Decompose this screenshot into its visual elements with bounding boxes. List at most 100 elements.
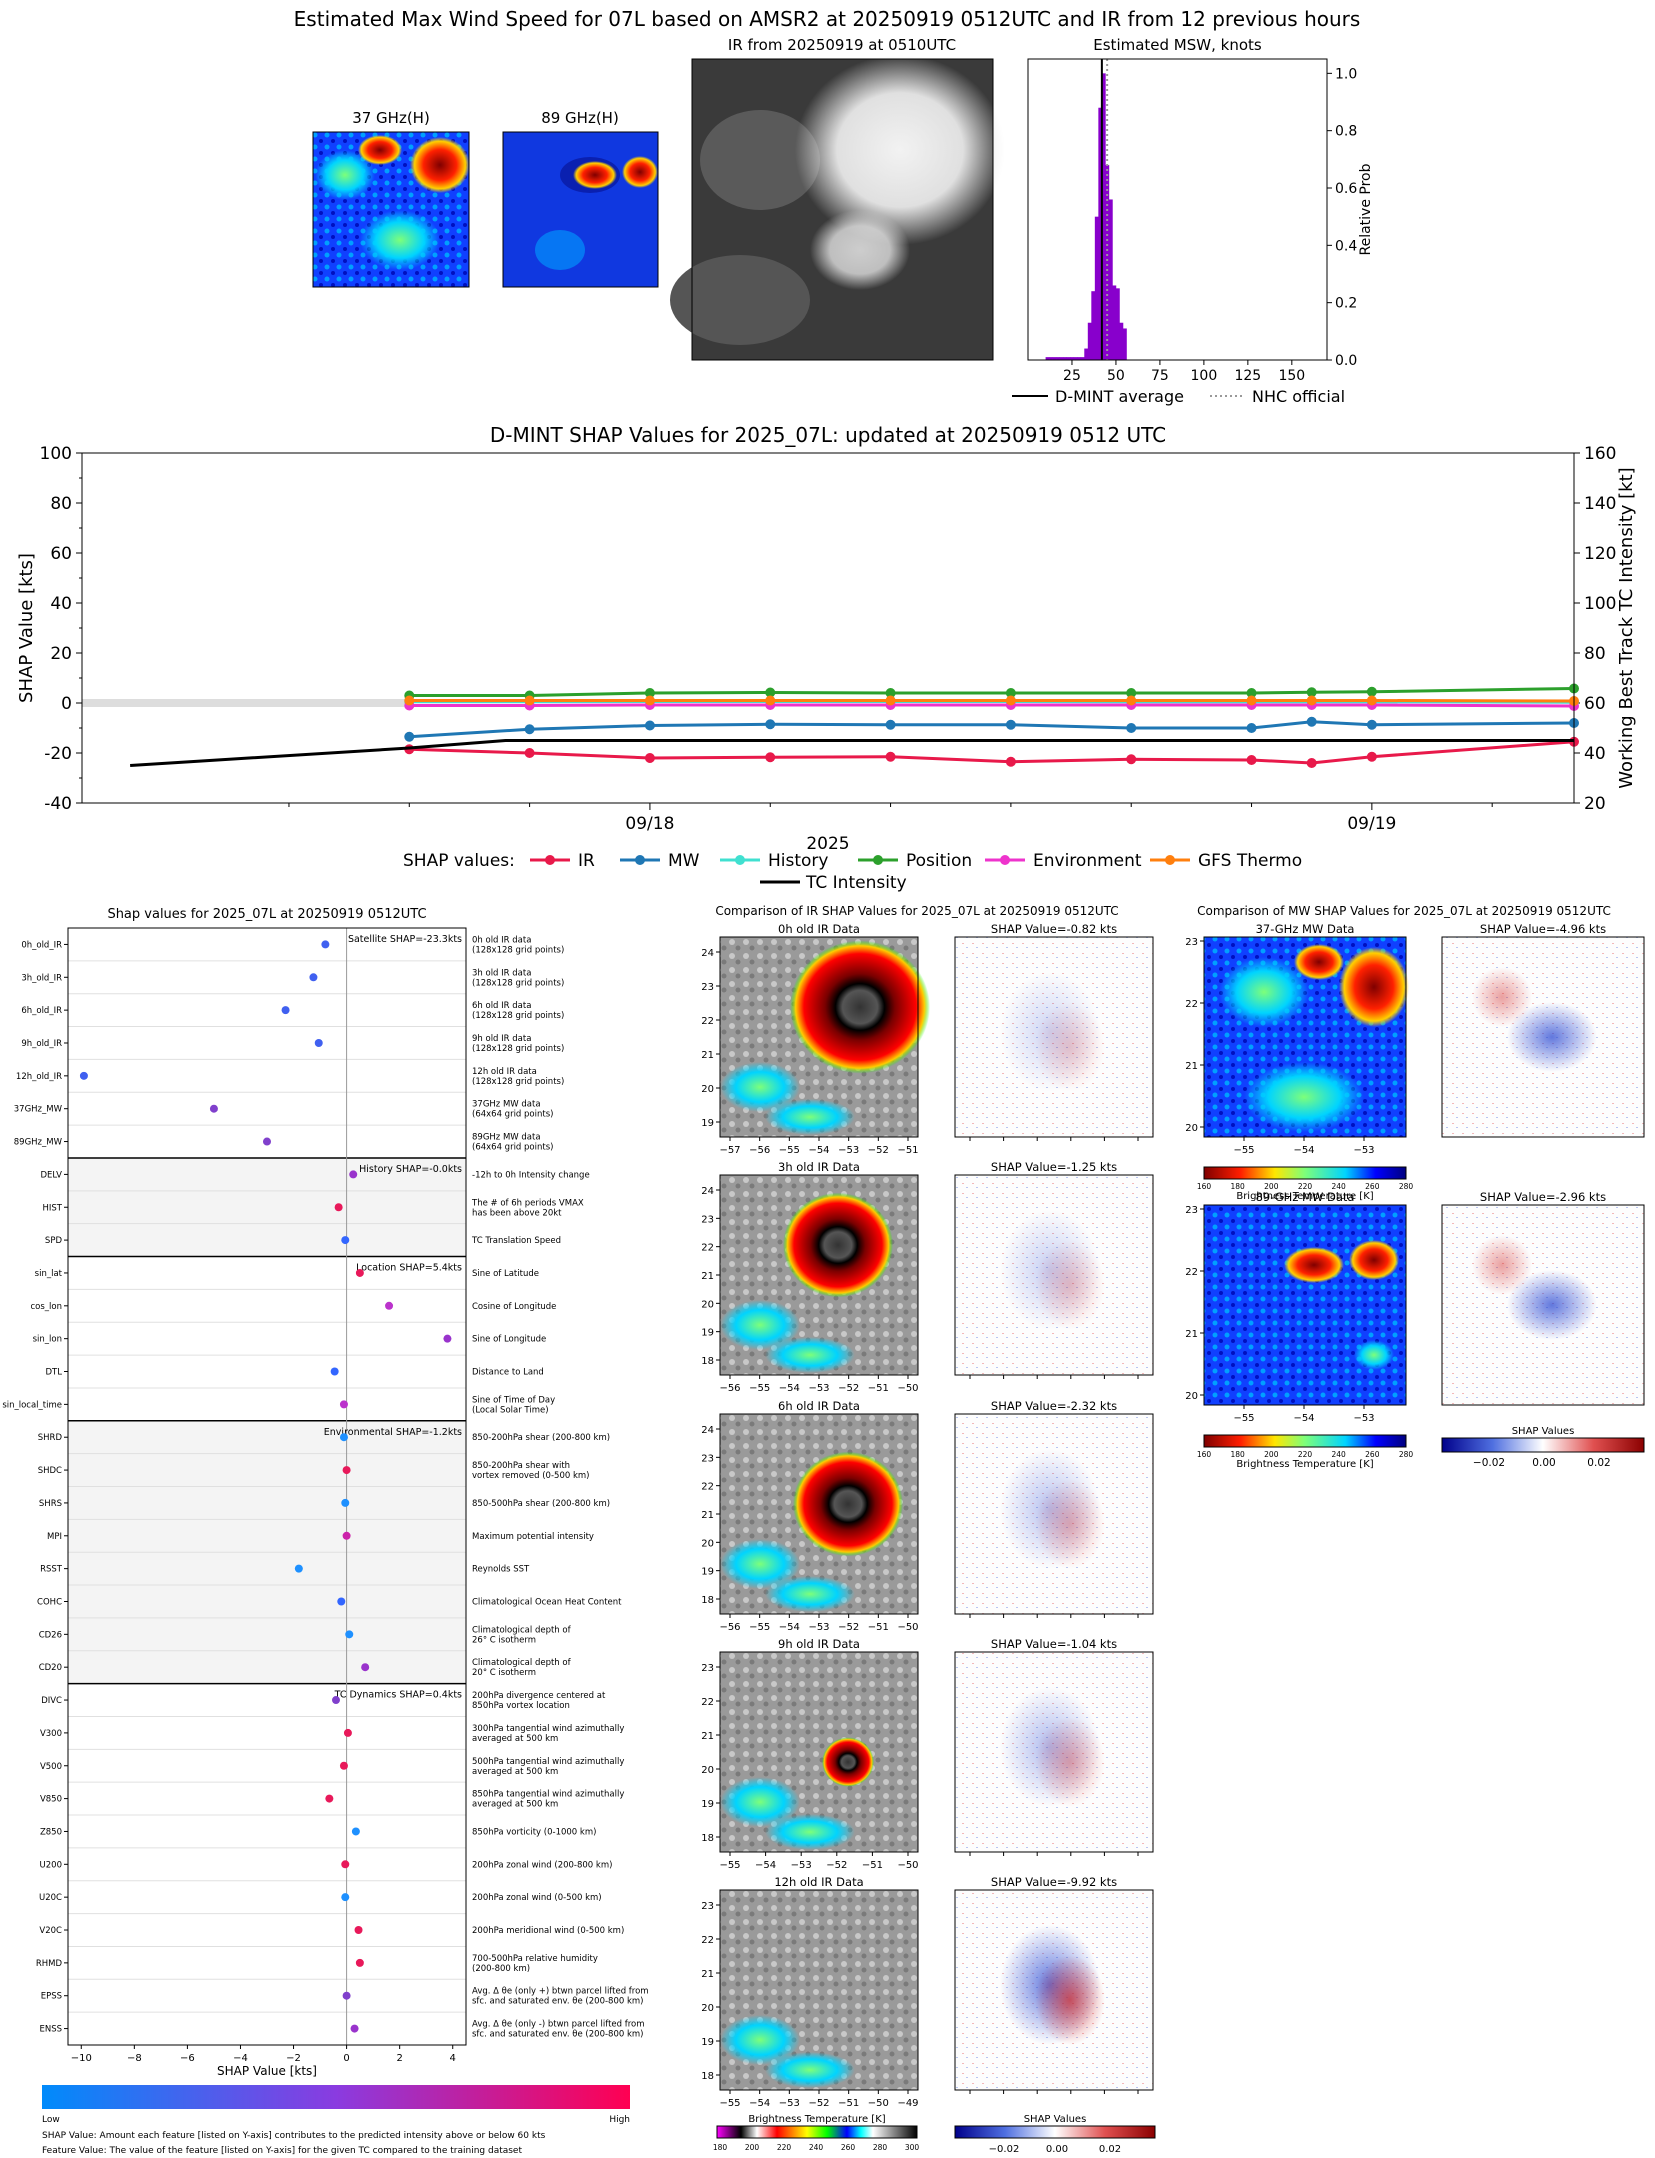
- main-title: Estimated Max Wind Speed for 07L based o…: [294, 7, 1361, 31]
- ir-panel-label: 6h old IR Data: [778, 1399, 860, 1413]
- bee-point: [339, 1400, 348, 1409]
- mw-bt-colorbar-tick: 200: [1264, 1182, 1279, 1191]
- ir-xtick-label: −53: [808, 1383, 829, 1394]
- ts-ytick-label: 40: [50, 594, 72, 614]
- ts-series-line: [409, 699, 1575, 703]
- ts-legend-label: History: [768, 851, 828, 871]
- mw-bt-colorbar-tick: 240: [1332, 1450, 1347, 1459]
- ts-point: [524, 724, 535, 735]
- shap-blob: [1472, 1235, 1532, 1295]
- bee-point: [314, 1038, 323, 1047]
- bee-feature-desc: 37GHz MW data: [472, 1100, 541, 1110]
- ts-zero-band: [82, 699, 410, 707]
- msw-ytick-label: 0.6: [1335, 181, 1357, 197]
- bee-feature-desc: (64x64 grid points): [472, 1110, 553, 1120]
- ts-legend-label: IR: [578, 851, 595, 871]
- msw-bar: [1070, 357, 1075, 360]
- ir-shap-frame: [954, 1651, 1154, 1853]
- ir-ytick-label: 23: [701, 1901, 714, 1912]
- ir-shap-label: SHAP Value=-2.32 kts: [991, 1399, 1117, 1413]
- mw-shap-colorbar-tick: 0.00: [1532, 1457, 1555, 1469]
- ir-bt-colorbar-tick: 220: [777, 2143, 792, 2152]
- bee-feature-name: 9h_old_IR: [21, 1039, 62, 1049]
- mw-bt-colorbar-tick: 280: [1399, 1182, 1414, 1191]
- ir-green-band: [765, 1337, 855, 1373]
- mw-panel-label: 89-GHz MW Data: [1256, 1190, 1355, 1204]
- bee-feature-name: ENSS: [39, 2025, 62, 2035]
- mw-shap-label: SHAP Value=-4.96 kts: [1480, 922, 1606, 936]
- mw-red-area: [1294, 944, 1344, 980]
- ir-panel-label: 3h old IR Data: [778, 1160, 860, 1174]
- ts-point: [765, 687, 776, 698]
- ts-ytick-label: -20: [44, 744, 72, 764]
- ir-ytick-label: 19: [701, 2037, 714, 2048]
- msw-bar: [1108, 199, 1113, 360]
- bee-feature-desc: (128x128 grid points): [472, 978, 564, 988]
- ir-storm-core: [793, 1451, 903, 1557]
- ts-point: [1366, 719, 1377, 730]
- ts-frame: [81, 452, 1575, 804]
- msw-bar: [1112, 285, 1117, 360]
- ir-xtick-label: −54: [755, 1860, 776, 1871]
- legend-nhc-label: NHC official: [1252, 387, 1345, 406]
- msw-title: Estimated MSW, knots: [1093, 36, 1262, 54]
- msw-ytick-label: 0.8: [1335, 124, 1357, 140]
- ir-ytick-label: 18: [701, 2071, 714, 2082]
- ir-green-band: [765, 1099, 855, 1135]
- msw-bar: [1059, 357, 1064, 360]
- ir-ytick-label: 22: [701, 1243, 714, 1254]
- ir-panel-label: 9h old IR Data: [778, 1637, 860, 1651]
- bee-colorbar-low: Low: [42, 2115, 60, 2125]
- bee-feature-desc: averaged at 500 km: [472, 1767, 558, 1777]
- ir-xtick-label: −55: [749, 1622, 770, 1633]
- bee-group-label: Satellite SHAP=-23.3kts: [348, 934, 462, 945]
- bee-feature-desc: 200hPa zonal wind (0-500 km): [472, 1893, 602, 1903]
- bee-group-shade: [68, 1157, 466, 1257]
- ir-xtick-label: −51: [897, 1145, 918, 1156]
- mw-red-area: [1339, 947, 1409, 1027]
- ts-ytick-label: 100: [40, 444, 72, 464]
- ir-ytick-label: 22: [701, 1016, 714, 1027]
- ir-ytick-label: 20: [701, 2003, 714, 2014]
- ir-xtick-label: −55: [749, 1383, 770, 1394]
- bee-feature-desc: vortex removed (0-500 km): [472, 1471, 589, 1481]
- ir-shap-label: SHAP Value=-1.04 kts: [991, 1637, 1117, 1651]
- msw-bar: [1087, 322, 1092, 360]
- bee-feature-desc: 300hPa tangential wind azimuthally: [472, 1724, 624, 1734]
- ts-legend-label: Environment: [1033, 851, 1142, 871]
- bee-title: Shap values for 2025_07L at 20250919 051…: [107, 907, 426, 922]
- bee-point: [331, 1696, 340, 1705]
- ir-storm-core: [822, 1737, 874, 1787]
- mw-bt-colorbar-tick: 220: [1298, 1450, 1313, 1459]
- ir-green-band: [765, 2052, 855, 2088]
- bee-feature-desc: averaged at 500 km: [472, 1800, 558, 1810]
- ts-point: [404, 695, 415, 706]
- ts-point: [1005, 719, 1016, 730]
- bee-point: [355, 1958, 364, 1967]
- bee-feature-name: 89GHz_MW: [14, 1138, 63, 1148]
- shap-blob: [1035, 1240, 1105, 1330]
- ts-point: [1246, 755, 1257, 765]
- bee-feature-name: SHRD: [38, 1433, 63, 1443]
- msw-bar: [1080, 357, 1085, 360]
- bee-feature-desc: (200-800 km): [472, 1964, 530, 1974]
- bee-point: [350, 2024, 359, 2033]
- ts-series-line: [130, 739, 1574, 767]
- bee-group-label: Location SHAP=5.4kts: [356, 1263, 462, 1274]
- ts-series-line: [409, 720, 1575, 739]
- ir-ytick-label: 21: [701, 1050, 714, 1061]
- bee-point: [341, 1893, 350, 1902]
- ts-legend-marker: [545, 855, 555, 865]
- ir-shap-label: SHAP Value=-0.82 kts: [991, 922, 1117, 936]
- mw-bt-colorbar-tick: 180: [1231, 1450, 1246, 1459]
- bee-feature-desc: 850-500hPa shear (200-800 km): [472, 1499, 610, 1509]
- ir-xtick-label: −54: [779, 1383, 800, 1394]
- mw-bt-colorbar-tick: 160: [1197, 1450, 1212, 1459]
- bee-point: [79, 1071, 88, 1080]
- mw-comparison-panels: 37-GHz MW Data SHAP Value=-4.96 kts −55 −54…: [1185, 922, 1645, 1470]
- ir-xtick-label: −54: [808, 1145, 829, 1156]
- ir-shap-frame: [954, 936, 1154, 1138]
- ts-point: [1246, 723, 1257, 733]
- mw-ytick-label: 22: [1185, 1267, 1198, 1278]
- ts-y2tick-label: 20: [1584, 794, 1606, 814]
